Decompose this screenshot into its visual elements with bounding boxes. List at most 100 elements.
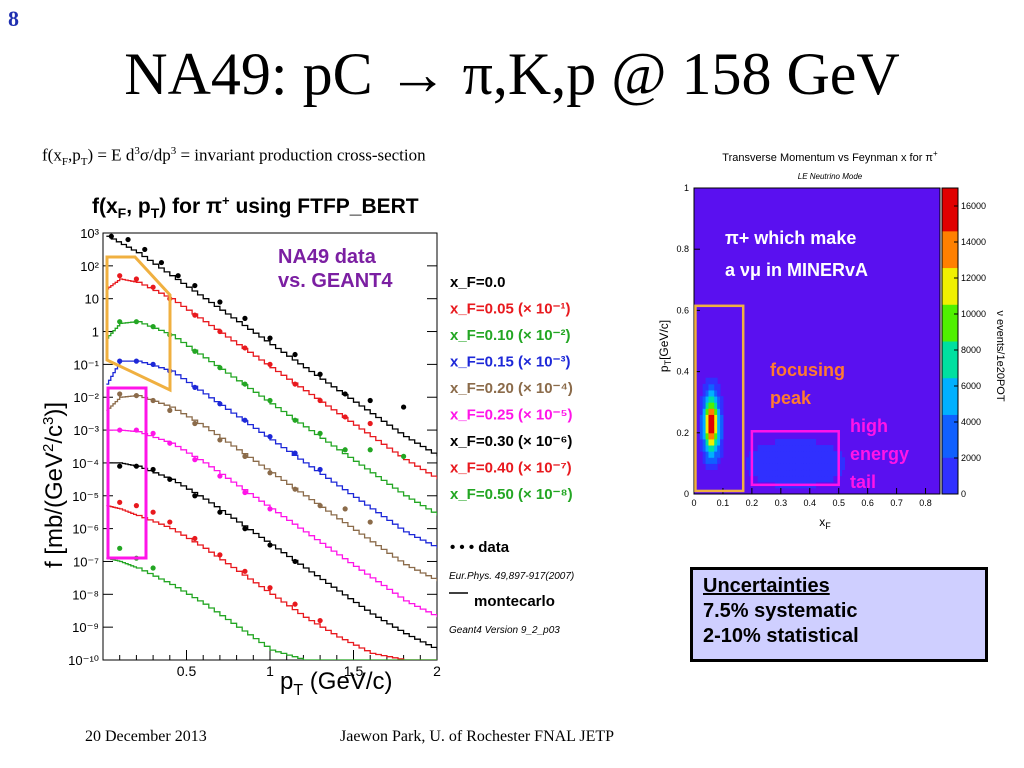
heatmap-cell (775, 457, 779, 464)
heatmap-cell (812, 469, 817, 477)
data-point (242, 453, 248, 459)
y-tick-label: 10⁻² (73, 390, 99, 405)
heatmap-cell (705, 396, 709, 403)
heatmap-cell (832, 469, 837, 477)
heatmap-cell (757, 469, 762, 477)
colorbar-segment (942, 365, 958, 373)
data-point (175, 273, 181, 279)
focusing-peak-box (694, 304, 745, 493)
z-tick-label: 4000 (961, 417, 981, 427)
heatmap-cell (818, 445, 822, 452)
heatmap-cell (757, 445, 762, 452)
heatmap-cell (763, 475, 767, 483)
heatmap-cell (702, 457, 707, 464)
colorbar-segment (942, 273, 958, 281)
heatmap-cell (760, 457, 764, 464)
data-point (267, 470, 273, 476)
heatmap-cell (789, 457, 793, 464)
colorbar-segment (942, 334, 958, 342)
heatmap-cell (717, 432, 721, 440)
heatmap-cell (705, 389, 709, 397)
heatmap-cell (751, 463, 756, 471)
heatmap-cell (717, 445, 721, 452)
heatmap-cell (830, 451, 834, 458)
data-point (292, 558, 298, 565)
heatmap-cell (702, 396, 707, 403)
data-point (267, 361, 273, 367)
heatmap-cell (717, 408, 721, 415)
heatmap-cell (714, 432, 718, 440)
heatmap-cell (803, 457, 808, 464)
heatmap-cell (702, 420, 707, 428)
heatmap-cell (824, 445, 828, 452)
heatmap-cell (720, 420, 724, 428)
data-point (150, 466, 156, 473)
colorbar-segment (942, 200, 958, 207)
heatmap-cell (766, 451, 770, 458)
colorbar-segment (942, 212, 958, 220)
x-tick-label: 1.5 (344, 663, 364, 679)
colorbar-segment (942, 414, 958, 422)
x-tick-label: 1 (266, 663, 274, 679)
heatmap-cell (717, 426, 721, 434)
data-point (367, 397, 373, 404)
data-point (192, 493, 198, 499)
heatmap-cell (827, 463, 831, 471)
heatmap-cell (711, 463, 715, 471)
heatmap-cell (809, 475, 814, 483)
heatmap-cell (806, 457, 811, 464)
heatmap-cell (772, 469, 776, 477)
z-tick-label: 16000 (961, 201, 986, 211)
heatmap-cell (812, 475, 817, 483)
heatmap-cell (720, 445, 724, 452)
data-point (242, 315, 248, 321)
hm-x-tick-label: 0.1 (717, 498, 730, 508)
heatmap-cell (792, 457, 796, 464)
mc-line-1 (106, 278, 437, 480)
colorbar-segment (942, 298, 958, 305)
heatmap-cell (708, 383, 712, 391)
heatmap-cell (812, 438, 817, 446)
heatmap-cell (699, 396, 704, 403)
annotation-na49-line2: vs. GEANT4 (278, 270, 393, 292)
heatmap-cell (769, 463, 773, 471)
heatmap-cell (830, 457, 834, 464)
data-point (342, 447, 348, 453)
heatmap-cell (717, 414, 721, 422)
data-point (292, 450, 298, 456)
data-point (242, 345, 248, 351)
data-point (217, 509, 223, 515)
heatmap-cell (803, 469, 808, 477)
heatmap-cell (789, 463, 793, 471)
heatmap-cell (705, 463, 709, 471)
data-point (342, 506, 348, 512)
data-point (217, 437, 223, 443)
legend-entry: x_F=0.15 (× 10⁻³) (450, 354, 570, 371)
y-tick-label: 10 (85, 292, 99, 307)
y-tick-label: 10³ (80, 226, 99, 241)
heatmap-cell (780, 457, 785, 464)
heatmap-cell (780, 475, 785, 483)
mc-line-3 (106, 360, 437, 549)
heatmap-cell (783, 451, 788, 458)
heatmap-cell (705, 426, 709, 434)
heatmap-cell (720, 408, 724, 415)
heatmap-cell (806, 469, 811, 477)
data-point (317, 503, 323, 509)
colorbar-segment (942, 408, 958, 415)
heatmap-cell (824, 469, 828, 477)
colorbar-segment (942, 451, 958, 458)
heatmap-cell (705, 457, 709, 464)
y-tick-label: 10⁻⁵ (72, 489, 99, 504)
heatmap-cell (798, 475, 802, 483)
heatmap-cell (769, 445, 773, 452)
hm-x-tick-label: 0.2 (746, 498, 759, 508)
heatmap-cell (792, 451, 796, 458)
annotation-pi-line1: π+ which make (725, 228, 856, 248)
heatmap-cell (803, 475, 808, 483)
slide-title: NA49: pC → π,K,p @ 158 GeV (124, 41, 900, 107)
heatmap-cell (702, 438, 707, 446)
data-point (125, 236, 131, 243)
heatmap-cell (702, 432, 707, 440)
heatmap-cell (801, 438, 805, 446)
